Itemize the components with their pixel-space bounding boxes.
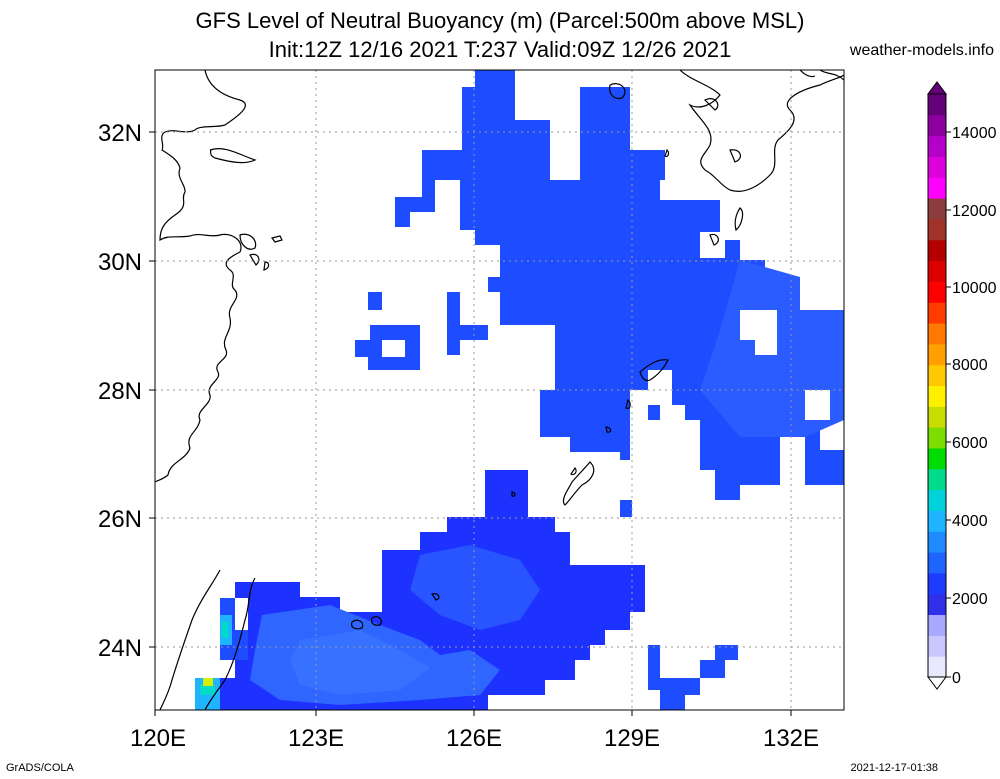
lon-label: 126E	[446, 725, 502, 752]
colorbar-labels: 14000 12000 10000 8000 6000 4000 2000 0	[952, 125, 997, 687]
colorbar-segment	[928, 239, 946, 262]
colorbar-segment	[928, 552, 946, 574]
lat-labels: 32N 30N 28N 26N 24N	[98, 120, 142, 662]
field-region-south-mid	[410, 545, 540, 630]
field-region-se-patch	[620, 500, 632, 517]
field-region-dropouts	[382, 232, 830, 420]
colorbar-segment	[928, 260, 946, 282]
field-region-w-blobs	[355, 292, 488, 370]
colorbar-segment	[928, 656, 946, 678]
lat-label: 32N	[98, 120, 142, 147]
lat-label: 26N	[98, 506, 142, 533]
map-title-line1: GFS Level of Neutral Buoyancy (m) (Parce…	[195, 8, 805, 33]
taiwan-coast	[159, 569, 256, 710]
osumi-isles	[799, 70, 844, 81]
colorbar-segment	[928, 281, 946, 303]
lon-labels: 120E 123E 126E 129E 132E	[130, 725, 819, 752]
colorbar-segment	[928, 614, 946, 636]
field-hotspot-yellow	[203, 678, 213, 686]
colorbar-segment	[928, 635, 946, 657]
yangtze-estuary	[209, 148, 257, 164]
field-region-south-light2	[290, 630, 430, 695]
colorbar-top-arrow	[927, 81, 947, 95]
lat-label: 30N	[98, 249, 142, 276]
colorbar-label: 2000	[952, 591, 988, 608]
map-title-line2: Init:12Z 12/16 2021 T:237 Valid:09Z 12/2…	[268, 37, 732, 62]
colorbar-segment	[928, 94, 946, 116]
site-credit: weather-models.info	[849, 42, 994, 59]
colorbar-segment	[928, 323, 946, 345]
colorbar-label: 0	[952, 670, 961, 687]
colorbar-segment	[928, 135, 946, 157]
colorbar-bottom-arrow	[927, 676, 947, 690]
shanghai-island	[239, 233, 257, 250]
colorbar-segment	[928, 198, 946, 220]
colorbar-segment	[928, 468, 946, 491]
colorbar-segment	[928, 385, 946, 407]
field-hotspot-cyan2	[200, 685, 215, 695]
axis-ticks	[149, 131, 792, 716]
colorbar-segment	[928, 427, 946, 449]
colorbar-label: 10000	[952, 280, 997, 297]
colorbar	[927, 81, 951, 690]
lon-label: 120E	[130, 725, 186, 752]
ryukyu-okinawa	[639, 359, 669, 382]
footer-left: GrADS/COLA	[6, 762, 74, 774]
colorbar-label: 12000	[952, 203, 997, 220]
china-coast	[155, 70, 246, 483]
field-region-nw-blob	[395, 180, 435, 227]
colorbar-segment	[928, 406, 946, 428]
buoyancy-field	[155, 70, 844, 710]
colorbar-segment	[928, 218, 946, 241]
field-region-ne-south	[648, 645, 738, 710]
colorbar-segment	[928, 447, 946, 470]
ryukyu-islands-b	[511, 398, 631, 506]
footer-right: 2021-12-17-01:38	[850, 762, 938, 774]
gridlines	[155, 70, 844, 710]
colorbar-segment	[928, 114, 946, 137]
coastline-group	[155, 70, 844, 710]
colorbar-segment	[928, 572, 946, 595]
kyushu-detail	[609, 83, 744, 246]
colorbar-label: 4000	[952, 513, 988, 530]
lon-label: 123E	[288, 725, 344, 752]
colorbar-segment	[928, 489, 946, 511]
zhoushan-isles	[249, 235, 283, 271]
colorbar-label: 6000	[952, 435, 988, 452]
lat-label: 28N	[98, 378, 142, 405]
lat-label: 24N	[98, 635, 142, 662]
colorbar-segment	[928, 156, 946, 178]
kyushu-coast	[679, 70, 844, 192]
colorbar-segment	[928, 531, 946, 553]
colorbar-segment	[928, 177, 946, 199]
colorbar-segment	[928, 364, 946, 386]
colorbar-label: 14000	[952, 125, 997, 142]
lon-label: 132E	[763, 725, 819, 752]
miyako-yaeyama	[351, 593, 440, 630]
colorbar-label: 8000	[952, 357, 988, 374]
colorbar-segment	[928, 343, 946, 366]
lon-label: 129E	[604, 725, 660, 752]
colorbar-segment	[928, 510, 946, 532]
colorbar-segment	[928, 302, 946, 324]
field-hotspot-west-taiwan-core	[222, 622, 228, 638]
colorbar-segment	[928, 593, 946, 616]
